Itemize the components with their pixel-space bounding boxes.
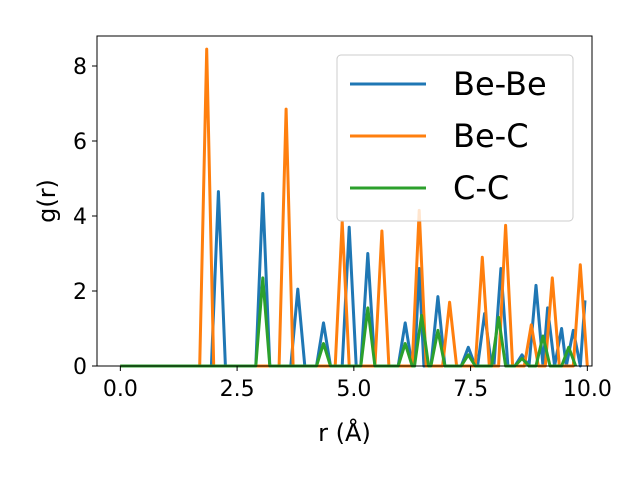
axes-layer: 0.0 2.5 5.0 7.5 10.0 0 2 4 6 8 [73, 55, 612, 402]
legend-label-c-c: C-C [453, 169, 509, 207]
y-axis-label: g(r) [33, 179, 61, 223]
x-axis-label: r (Å) [318, 418, 371, 447]
x-tick-label: 10.0 [563, 377, 612, 402]
y-tick-label: 2 [73, 280, 87, 305]
y-tick-label: 8 [73, 55, 87, 80]
x-tick-label: 2.5 [220, 377, 255, 402]
series-line-be-c [120, 47, 589, 368]
legend-label-be-c: Be-C [453, 117, 529, 155]
y-tick-label: 4 [73, 205, 87, 230]
x-tick-label: 7.5 [453, 377, 488, 402]
legend: Be-Be Be-C C-C [336, 54, 574, 222]
plot-frame [96, 35, 593, 367]
x-tick-label: 5.0 [336, 377, 371, 402]
x-tick-label: 0.0 [103, 377, 138, 402]
y-tick-label: 0 [73, 355, 87, 380]
y-tick-label: 6 [73, 130, 87, 155]
legend-label-be-be: Be-Be [453, 65, 547, 103]
legend-box [336, 54, 574, 222]
